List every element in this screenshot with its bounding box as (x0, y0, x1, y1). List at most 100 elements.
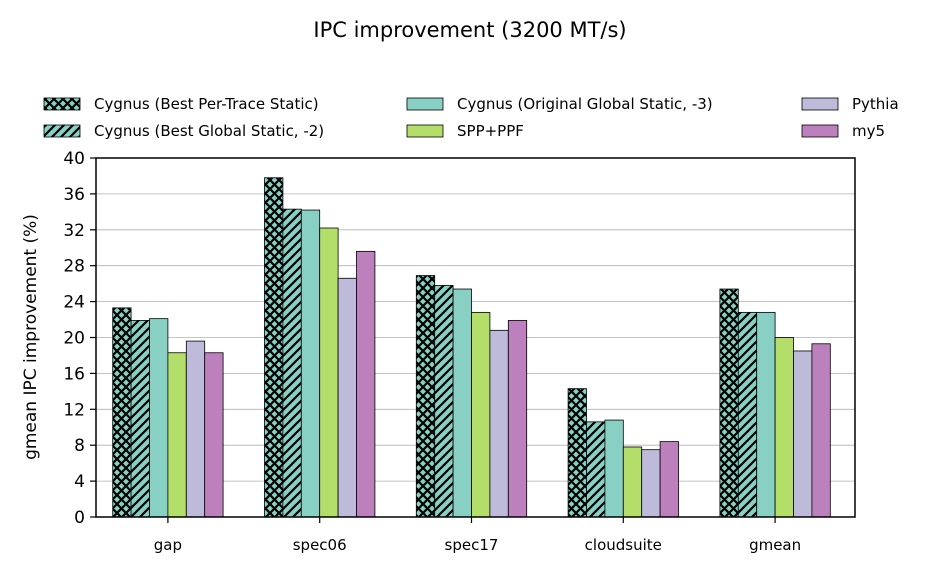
bar-spec06-spp-ppf (319, 227, 339, 518)
bar (264, 177, 284, 518)
x-tick-label-gap: gap (154, 536, 182, 554)
bar-gap-cygnus-best-global-static-2 (130, 320, 150, 518)
legend-label: Cygnus (Best Global Static, -2) (94, 122, 324, 140)
bar (793, 350, 813, 518)
bar (434, 285, 454, 518)
legend-item-spp-ppf: SPP+PPF (406, 122, 524, 140)
bar (167, 352, 187, 518)
bar (130, 320, 150, 518)
bar (622, 446, 643, 518)
bar-cloudsuite-my5 (659, 441, 679, 518)
bar (774, 337, 794, 518)
x-tick-label-spec06: spec06 (293, 536, 347, 554)
legend-label: my5 (852, 122, 885, 140)
bar (282, 208, 302, 518)
x-tick-label-gmean: gmean (749, 536, 801, 554)
bar-gmean-cygnus-best-global-static-2 (737, 311, 758, 518)
bar-cloudsuite-cygnus-original-global-static-3 (604, 419, 624, 518)
bar (641, 449, 661, 518)
bar-cloudsuite-cygnus-best-global-static-2 (586, 421, 606, 518)
chart-legend: Cygnus (Best Per-Trace Static) Cygnus (Be… (43, 95, 899, 140)
bar (507, 320, 528, 518)
bar-gmean-cygnus-original-global-static-3 (756, 311, 776, 518)
y-tick-label: 16 (63, 364, 85, 384)
bar (300, 209, 321, 518)
bar (149, 318, 169, 518)
legend-label: Pythia (852, 95, 899, 113)
bar-spec17-my5 (507, 320, 528, 518)
bar-gap-spp-ppf (167, 352, 187, 518)
bar (489, 329, 509, 518)
bar-spec17-cygnus-best-per-trace-static (415, 275, 436, 518)
bar-gap-cygnus-original-global-static-3 (149, 318, 169, 518)
y-tick-label: 0 (74, 508, 85, 528)
y-tick-label: 8 (74, 436, 85, 456)
legend-swatch (406, 97, 444, 111)
legend-label: Cygnus (Best Per-Trace Static) (94, 95, 319, 113)
bar (356, 250, 376, 518)
y-tick-label: 40 (63, 149, 85, 169)
legend-item-pythia: Pythia (801, 95, 899, 113)
bar-spec17-cygnus-original-global-static-3 (452, 288, 472, 518)
bar-series-group (112, 177, 831, 518)
legend-label: Cygnus (Original Global Static, -3) (457, 95, 713, 113)
y-tick-label: 32 (63, 221, 85, 241)
bar-gmean-pythia (793, 350, 813, 518)
bar-gap-my5 (204, 352, 224, 518)
bar-cloudsuite-spp-ppf (622, 446, 643, 518)
bar (204, 352, 224, 518)
y-tick-label: 20 (63, 329, 85, 349)
legend-swatch (43, 124, 81, 138)
bar (112, 307, 132, 518)
bar (659, 441, 679, 518)
bar (567, 388, 587, 518)
y-axis-label: gmean IPC improvement (%) (21, 214, 41, 460)
bar (471, 311, 491, 518)
legend-swatch (43, 97, 81, 111)
bar-spec06-cygnus-best-per-trace-static (264, 177, 284, 518)
bar (719, 288, 739, 518)
legend-item-cygnus-original-global-static-3: Cygnus (Original Global Static, -3) (406, 95, 713, 113)
legend-swatch (406, 124, 444, 138)
bar (415, 275, 436, 518)
bar-spec17-pythia (489, 329, 509, 518)
bar (737, 311, 758, 518)
bar (604, 419, 624, 518)
legend-item-cygnus-best-per-trace-static: Cygnus (Best Per-Trace Static) (43, 95, 319, 113)
bar-gmean-spp-ppf (774, 337, 794, 518)
bar-cloudsuite-pythia (641, 449, 661, 518)
bar-spec06-pythia (337, 277, 357, 518)
bar-gmean-cygnus-best-per-trace-static (719, 288, 739, 518)
bar-spec17-cygnus-best-global-static-2 (434, 285, 454, 518)
bar (319, 227, 339, 518)
bar-spec06-my5 (356, 250, 376, 518)
bar-gap-cygnus-best-per-trace-static (112, 307, 132, 518)
bar-gmean-my5 (811, 343, 831, 518)
bar-gap-pythia (185, 340, 206, 518)
bar (586, 421, 606, 518)
y-tick-label: 4 (74, 472, 85, 492)
bar-spec06-cygnus-original-global-static-3 (300, 209, 321, 518)
legend-swatch (801, 124, 839, 138)
bar-cloudsuite-cygnus-best-per-trace-static (567, 388, 587, 518)
y-tick-label: 24 (63, 293, 85, 313)
bar (185, 340, 206, 518)
chart-title: IPC improvement (3200 MT/s) (313, 18, 626, 42)
x-tick-label-cloudsuite: cloudsuite (585, 536, 662, 554)
bar (452, 288, 472, 518)
bar-spec06-cygnus-best-global-static-2 (282, 208, 302, 518)
x-axis-ticks: gap spec06 spec17 cloudsuite gmean (154, 517, 801, 554)
y-tick-label: 28 (63, 257, 85, 277)
y-tick-label: 12 (63, 400, 85, 420)
legend-swatch (801, 97, 839, 111)
bar-spec17-spp-ppf (471, 311, 491, 518)
legend-item-cygnus-best-global-static-2: Cygnus (Best Global Static, -2) (43, 122, 324, 140)
legend-label: SPP+PPF (457, 122, 524, 140)
bar (337, 277, 357, 518)
bar (756, 311, 776, 518)
y-axis-ticks: 0 4 8 12 16 20 24 28 32 36 40 (63, 149, 96, 528)
bar (811, 343, 831, 518)
y-tick-label: 36 (63, 185, 85, 205)
x-tick-label-spec17: spec17 (445, 536, 499, 554)
